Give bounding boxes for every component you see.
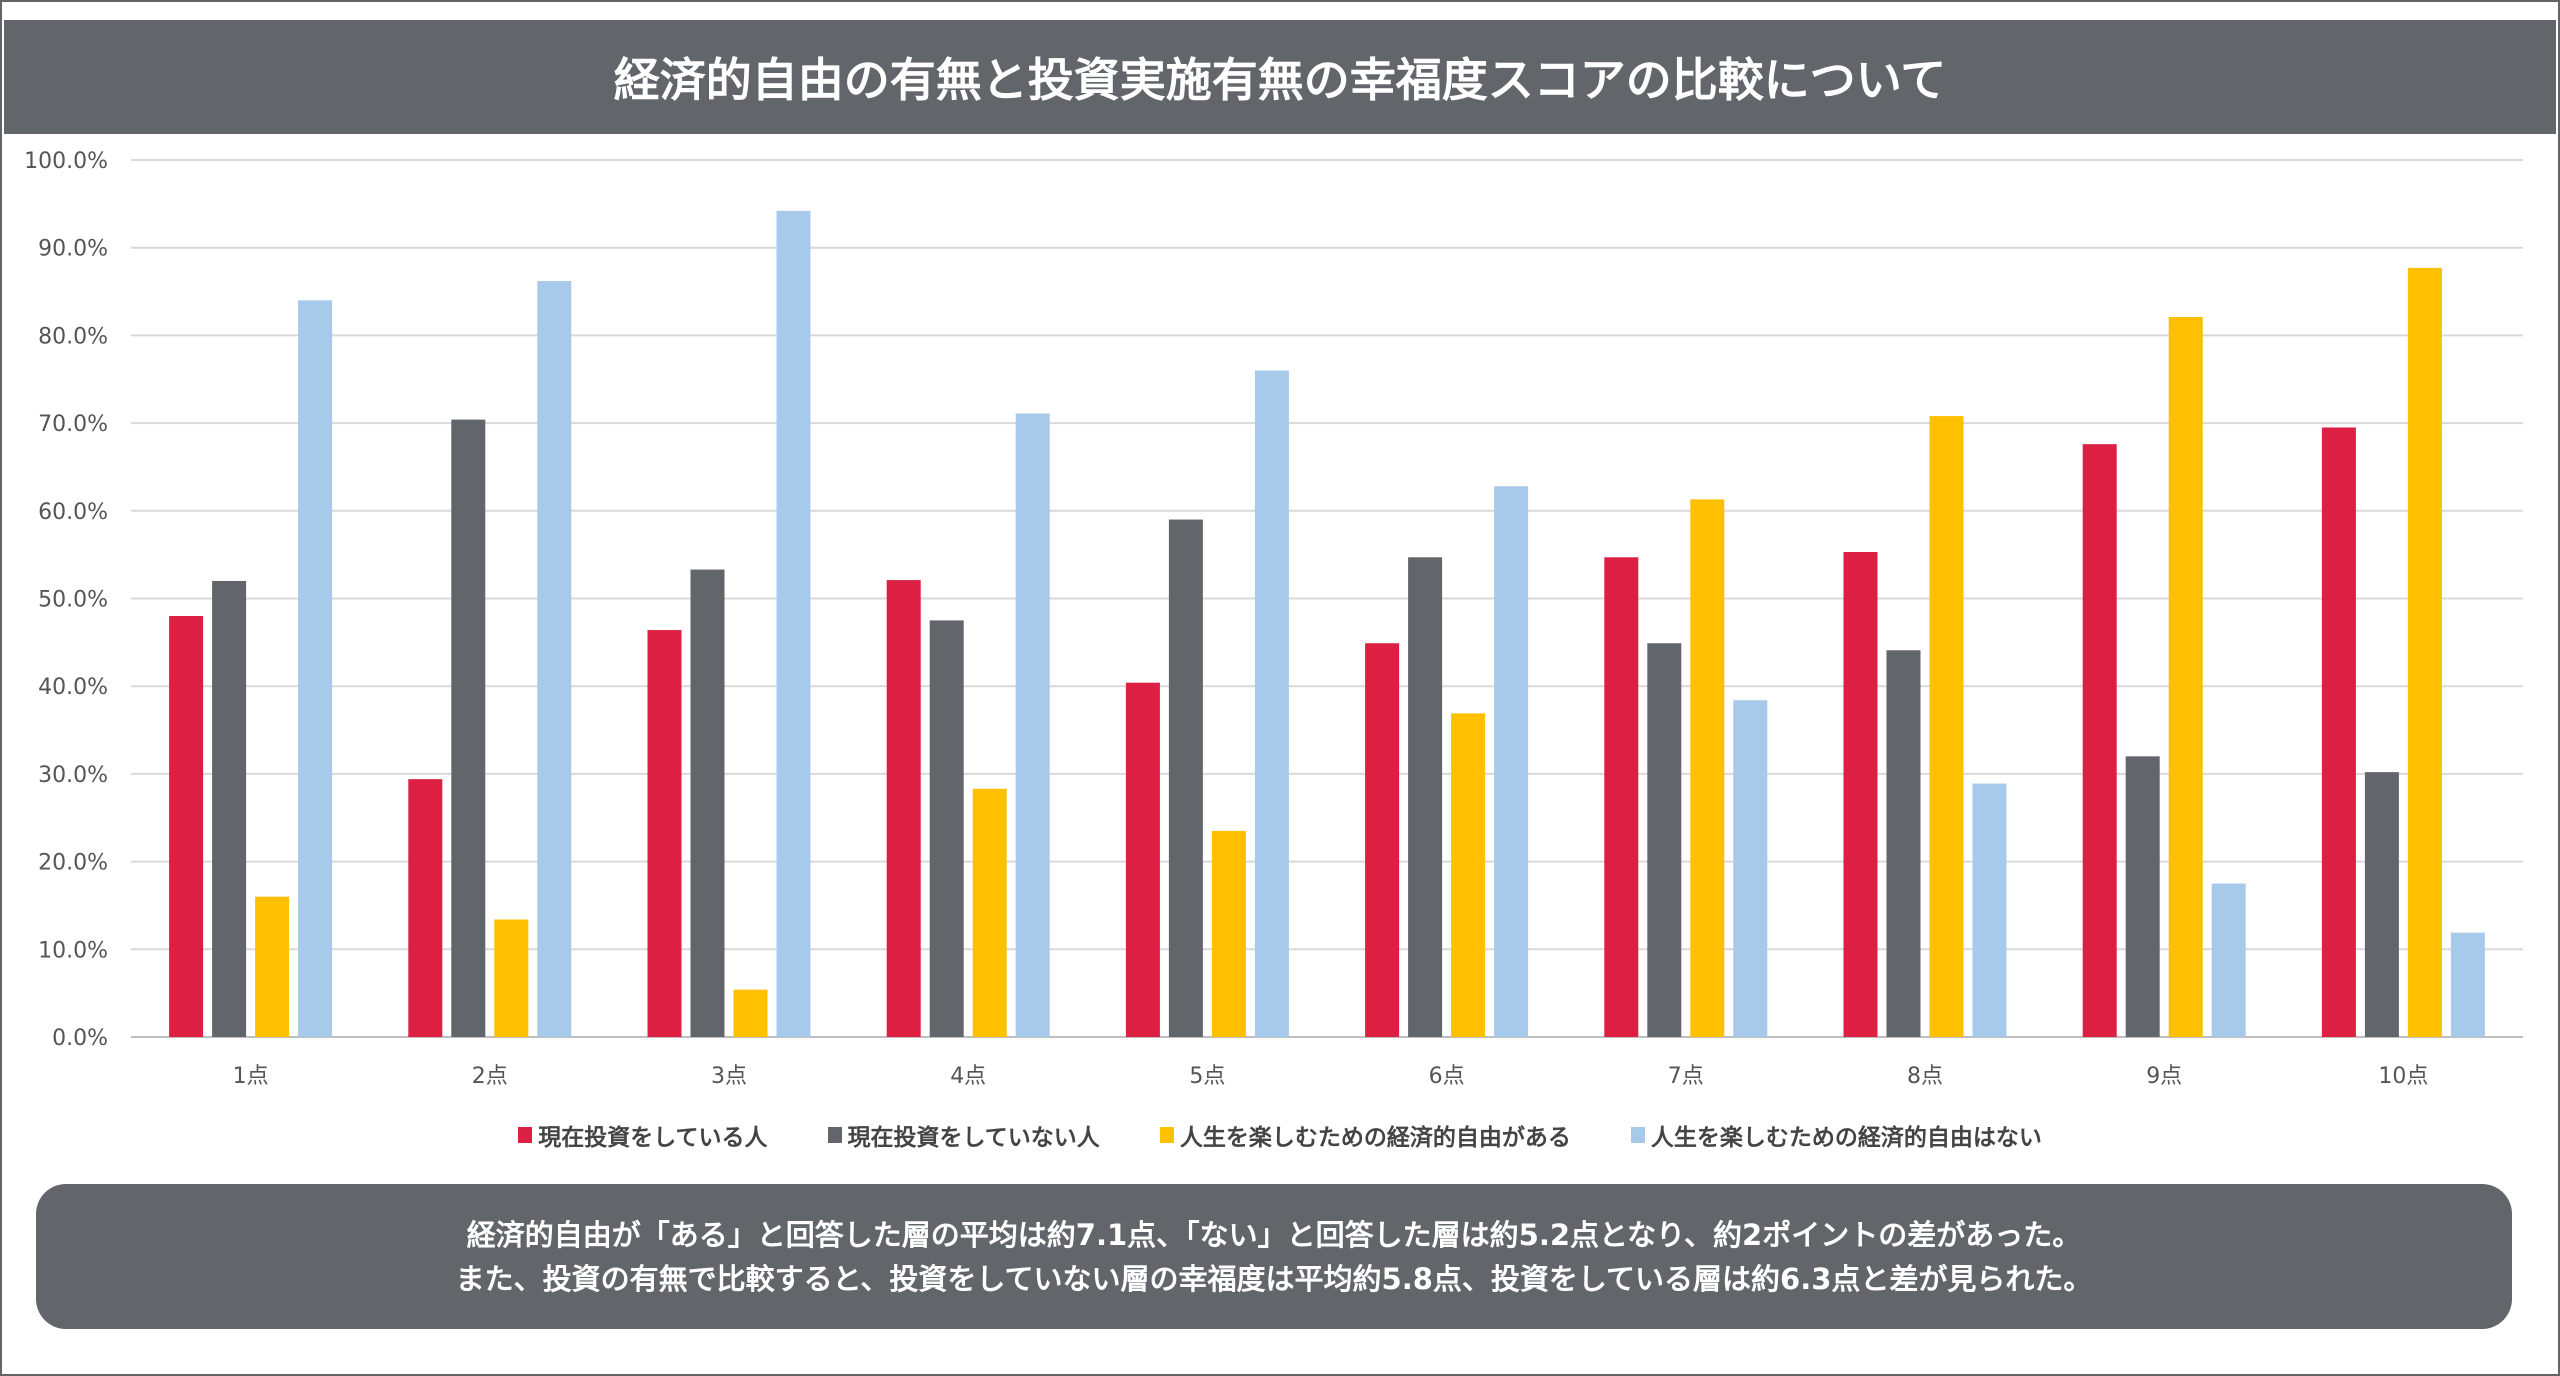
legend-swatch — [518, 1127, 533, 1143]
bar-chart: 0.0% 10.0% 20.0% 30.0% 40.0% 50.0% 60.0% 70.0% 8… — [24, 149, 2523, 1089]
bar — [972, 788, 1007, 1037]
bar — [1015, 413, 1050, 1037]
x-tick-label: 3点 — [711, 1064, 747, 1089]
bar — [929, 620, 964, 1037]
y-tick-label: 100.0% — [24, 149, 108, 174]
y-tick-label: 50.0% — [38, 588, 108, 613]
summary-box: 経済的自由が「ある」と回答した層の平均は約7.1点、「ない」と回答した層は約5.… — [36, 1184, 2512, 1329]
bar — [1886, 650, 1921, 1037]
bar — [1647, 643, 1682, 1037]
bar — [2125, 756, 2160, 1037]
x-tick-label: 5点 — [1189, 1064, 1225, 1089]
y-tick-label: 20.0% — [38, 851, 108, 876]
y-tick-label: 60.0% — [38, 500, 108, 525]
bar — [1604, 557, 1639, 1037]
y-tick-label: 0.0% — [52, 1026, 108, 1051]
y-tick-label: 80.0% — [38, 324, 108, 349]
bar — [1929, 416, 1964, 1038]
legend-swatch — [1630, 1127, 1645, 1143]
legend-label: 人生を楽しむための経済的自由はない — [1650, 1125, 2042, 1151]
bar — [2364, 772, 2399, 1037]
legend-item: 人生を楽しむための経済的自由はない — [1630, 1118, 2042, 1152]
x-tick-label: 8点 — [1907, 1064, 1943, 1089]
bar — [886, 580, 921, 1037]
bar — [776, 210, 811, 1038]
x-tick-label: 1点 — [233, 1064, 269, 1089]
bar — [1843, 552, 1878, 1037]
bar — [451, 419, 486, 1037]
summary-line-2: また、投資の有無で比較すると、投資をしていない層の幸福度は平均約5.8点、投資を… — [455, 1261, 2093, 1296]
bar — [1125, 682, 1160, 1037]
bar — [408, 779, 443, 1037]
bar — [1365, 643, 1400, 1037]
legend-item: 現在投資をしている人 — [518, 1118, 768, 1152]
bar — [2168, 316, 2203, 1037]
bar — [1254, 370, 1289, 1038]
bar — [1211, 830, 1246, 1037]
y-tick-label: 90.0% — [38, 237, 108, 262]
bar — [1451, 713, 1486, 1037]
bar — [1690, 499, 1725, 1037]
x-tick-label: 7点 — [1668, 1064, 1704, 1089]
summary-line-1: 経済的自由が「ある」と回答した層の平均は約7.1点、「ない」と回答した層は約5.… — [466, 1217, 2082, 1252]
y-tick-label: 30.0% — [38, 763, 108, 788]
y-tick-label: 70.0% — [38, 412, 108, 437]
bar — [733, 989, 768, 1037]
bar — [2450, 932, 2485, 1037]
bar — [2211, 883, 2246, 1037]
bar — [647, 630, 682, 1037]
bar — [690, 569, 725, 1037]
chart-title: 経済的自由の有無と投資実施有無の幸福度スコアの比較について — [4, 20, 2556, 134]
bar — [537, 281, 572, 1037]
bar — [1494, 486, 1529, 1037]
bar — [2082, 444, 2117, 1037]
legend-item: 人生を楽しむための経済的自由がある — [1159, 1118, 1571, 1152]
legend-item: 現在投資をしていない人 — [827, 1118, 1100, 1152]
bar — [212, 580, 247, 1037]
x-tick-label: 4点 — [950, 1064, 986, 1089]
bar — [494, 919, 529, 1037]
bar — [255, 896, 290, 1037]
legend-label: 現在投資をしている人 — [538, 1125, 768, 1151]
bar — [1408, 557, 1443, 1037]
x-tick-label: 2点 — [472, 1064, 508, 1089]
legend-label: 現在投資をしていない人 — [847, 1125, 1100, 1151]
x-tick-label: 9点 — [2146, 1064, 2182, 1089]
bar — [2321, 427, 2356, 1037]
x-tick-label: 6点 — [1429, 1064, 1465, 1089]
y-tick-label: 40.0% — [38, 675, 108, 700]
bar — [1733, 700, 1768, 1037]
bar — [298, 300, 333, 1037]
bar — [1972, 783, 2007, 1037]
y-tick-label: 10.0% — [38, 938, 108, 963]
x-tick-label: 10点 — [2378, 1064, 2428, 1089]
legend-label: 人生を楽しむための経済的自由がある — [1179, 1125, 1571, 1151]
legend-swatch — [1159, 1127, 1174, 1143]
bar — [2407, 267, 2442, 1038]
bar — [1168, 519, 1203, 1037]
legend-swatch — [827, 1127, 842, 1143]
bar — [169, 616, 204, 1037]
legend: 現在投資をしている人 現在投資をしていない人 人生を楽しむための経済的自由がある 人生… — [0, 1118, 2560, 1152]
